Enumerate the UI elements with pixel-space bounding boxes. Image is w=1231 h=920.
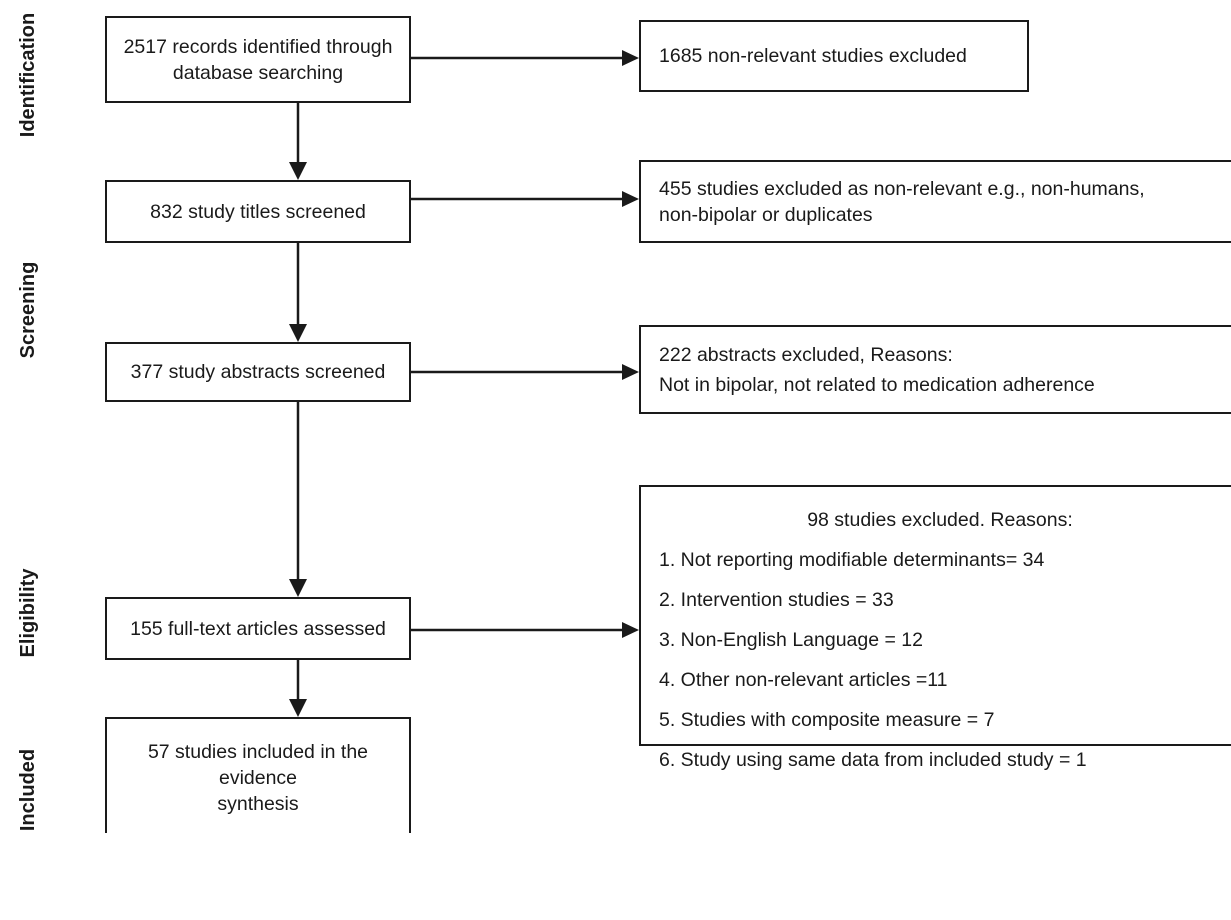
fulltext-excluded-heading: 98 studies excluded. Reasons: bbox=[807, 509, 1073, 531]
flow-arrows bbox=[289, 50, 639, 717]
titles-screened-text: 832 study titles screened bbox=[150, 200, 366, 223]
records-identified-box: 2517 records identified through database… bbox=[105, 16, 411, 103]
abstracts-screened-text: 377 study abstracts screened bbox=[130, 361, 386, 383]
titles-excluded-line-1: 455 studies excluded as non-relevant e.g… bbox=[659, 177, 1145, 200]
fulltext-excluded-reason: 3. Non-English Language = 12 bbox=[659, 629, 923, 651]
fulltext-excluded-reason: 5. Studies with composite measure = 7 bbox=[659, 709, 995, 731]
abstracts-excluded-box: 222 abstracts excluded, Reasons: Not in … bbox=[639, 325, 1231, 414]
nonrelevant-excluded-text: 1685 non-relevant studies excluded bbox=[659, 45, 967, 67]
arrowhead-down bbox=[289, 324, 307, 342]
abstracts-excluded-reason: Not in bipolar, not related to medicatio… bbox=[659, 373, 1095, 396]
titles-excluded-box: 455 studies excluded as non-relevant e.g… bbox=[639, 160, 1231, 243]
abstracts-screened-box: 377 study abstracts screened bbox=[105, 342, 411, 402]
included-line-1: 57 studies included in the evidence bbox=[147, 741, 369, 789]
arrowhead-down bbox=[289, 699, 307, 717]
fulltext-excluded-reason: 2. Intervention studies = 33 bbox=[659, 589, 894, 611]
arrowhead-down bbox=[289, 579, 307, 597]
arrowhead-right bbox=[622, 622, 639, 638]
records-identified-line-1: 2517 records identified through bbox=[123, 35, 393, 58]
fulltext-excluded-box: 98 studies excluded. Reasons: 1. Not rep… bbox=[639, 485, 1231, 771]
included-line-2: synthesis bbox=[217, 793, 299, 815]
fulltext-excluded-reason: 1. Not reporting modifiable determinants… bbox=[659, 549, 1045, 571]
arrowhead-down bbox=[289, 162, 307, 180]
fulltext-assessed-text: 155 full-text articles assessed bbox=[130, 617, 386, 640]
arrowhead-right bbox=[622, 364, 639, 380]
titles-excluded-line-2: non-bipolar or duplicates bbox=[659, 203, 873, 226]
included-box: 57 studies included in the evidence synt… bbox=[105, 717, 411, 833]
arrowhead-right bbox=[622, 191, 639, 207]
fulltext-assessed-box: 155 full-text articles assessed bbox=[105, 597, 411, 660]
fulltext-excluded-reason: 4. Other non-relevant articles =11 bbox=[659, 669, 948, 691]
arrowhead-right bbox=[622, 50, 639, 66]
abstracts-excluded-heading: 222 abstracts excluded, Reasons: bbox=[659, 343, 953, 366]
nonrelevant-excluded-box: 1685 non-relevant studies excluded bbox=[639, 20, 1029, 92]
records-identified-line-2: database searching bbox=[172, 61, 344, 84]
titles-screened-box: 832 study titles screened bbox=[105, 180, 411, 243]
fulltext-excluded-reason: 6. Study using same data from included s… bbox=[659, 749, 1087, 771]
